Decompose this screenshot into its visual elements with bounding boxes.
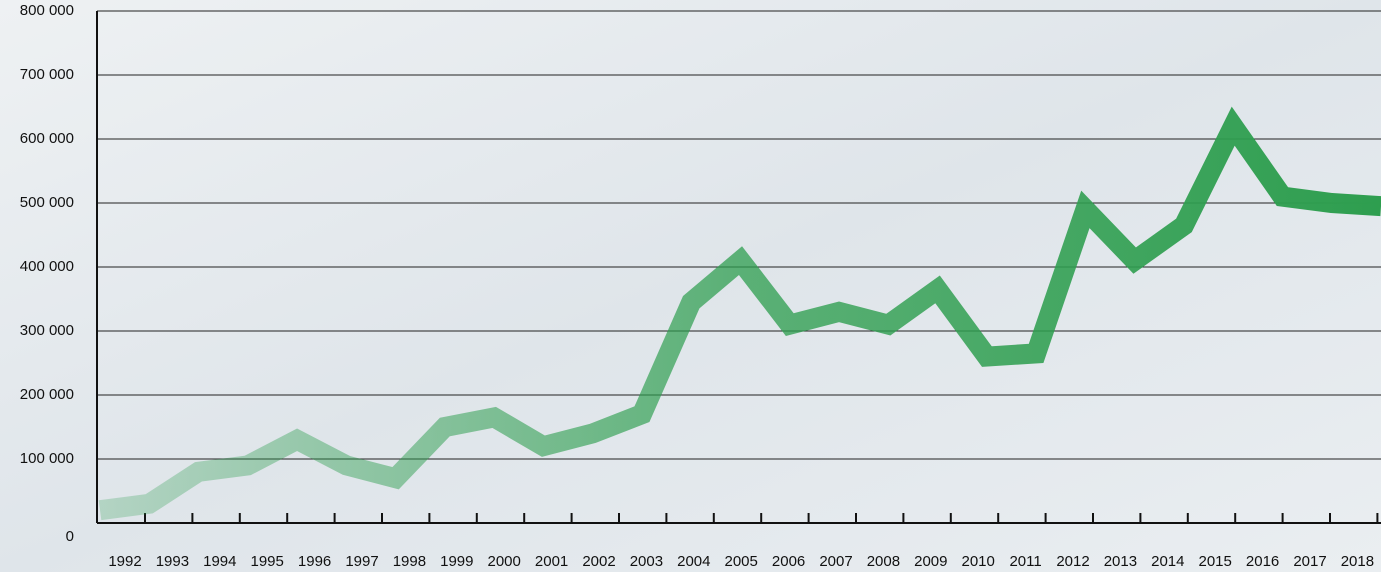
- y-tick-label: 800 000: [20, 2, 74, 19]
- x-tick-label: 2017: [1293, 553, 1326, 570]
- y-tick-label: 300 000: [20, 322, 74, 339]
- x-tick-label: 2010: [962, 553, 995, 570]
- x-tick-label: 2003: [630, 553, 663, 570]
- x-tick-label: 2013: [1104, 553, 1137, 570]
- y-tick-label: 700 000: [20, 66, 74, 83]
- background: [0, 0, 1381, 572]
- x-tick-label: 1993: [156, 553, 189, 570]
- x-tick-label: 1997: [345, 553, 378, 570]
- x-tick-label: 2007: [819, 553, 852, 570]
- x-tick-label: 2015: [1199, 553, 1232, 570]
- x-tick-label: 1994: [203, 553, 236, 570]
- x-tick-label: 2014: [1151, 553, 1184, 570]
- x-tick-label: 2008: [867, 553, 900, 570]
- x-tick-label: 2016: [1246, 553, 1279, 570]
- x-tick-label: 1992: [108, 553, 141, 570]
- x-tick-label: 2009: [914, 553, 947, 570]
- y-tick-label: 100 000: [20, 450, 74, 467]
- x-tick-label: 1995: [251, 553, 284, 570]
- y-tick-label: 200 000: [20, 386, 74, 403]
- x-tick-label: 1996: [298, 553, 331, 570]
- y-tick-label: 500 000: [20, 194, 74, 211]
- x-tick-label: 2011: [1009, 553, 1041, 570]
- x-tick-label: 2005: [725, 553, 758, 570]
- x-tick-label: 2004: [677, 553, 710, 570]
- x-tick-label: 2000: [488, 553, 521, 570]
- x-tick-label: 1999: [440, 553, 473, 570]
- x-tick-label: 2018: [1341, 553, 1374, 570]
- x-tick-label: 2006: [772, 553, 805, 570]
- x-tick-label: 2001: [535, 553, 568, 570]
- chart: 0 100 000 200 000 300 000 400 000 500 000 600 …: [0, 0, 1381, 572]
- x-tick-label: 1998: [393, 553, 426, 570]
- x-tick-label: 2012: [1056, 553, 1089, 570]
- x-tick-label: 2002: [582, 553, 615, 570]
- y-tick-label: 400 000: [20, 258, 74, 275]
- y-tick-label: 0: [66, 528, 74, 545]
- y-tick-label: 600 000: [20, 130, 74, 147]
